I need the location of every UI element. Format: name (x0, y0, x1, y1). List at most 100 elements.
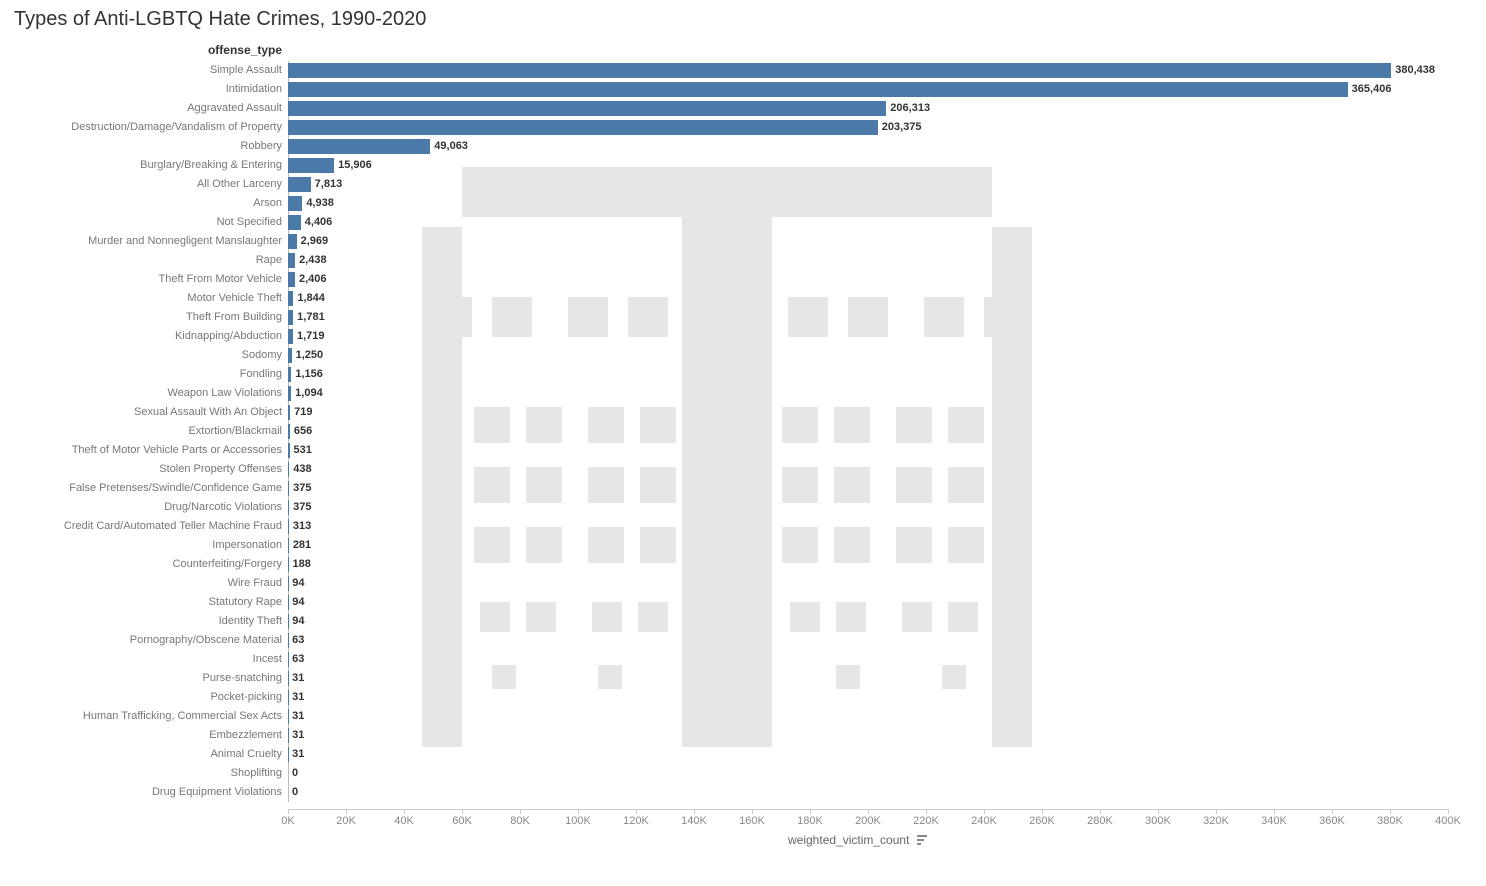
value-label: 206,313 (890, 99, 930, 118)
bar[interactable] (288, 139, 430, 154)
value-label: 2,406 (299, 270, 327, 289)
category-label: Human Trafficking, Commercial Sex Acts (12, 707, 288, 726)
bar[interactable] (288, 272, 295, 287)
value-label: 2,969 (301, 232, 329, 251)
bar[interactable] (288, 215, 301, 230)
bar[interactable] (288, 348, 292, 363)
category-label: Credit Card/Automated Teller Machine Fra… (12, 517, 288, 536)
x-tick-label: 260K (1029, 815, 1055, 827)
bar[interactable] (288, 310, 293, 325)
x-tick-label: 20K (336, 815, 356, 827)
category-label: Pocket-picking (12, 688, 288, 707)
y-axis-title: offense_type (12, 43, 282, 57)
bar[interactable] (288, 291, 293, 306)
category-label: Incest (12, 650, 288, 669)
value-label: 656 (294, 422, 312, 441)
x-tick-mark (1448, 809, 1449, 814)
x-axis-title: weighted_victim_count (788, 833, 929, 848)
category-label: Rape (12, 251, 288, 270)
x-tick-label: 320K (1203, 815, 1229, 827)
category-label: All Other Larceny (12, 175, 288, 194)
value-label: 1,781 (297, 308, 325, 327)
category-label: Weapon Law Violations (12, 384, 288, 403)
x-tick-label: 180K (797, 815, 823, 827)
x-tick-label: 240K (971, 815, 997, 827)
category-label: Wire Fraud (12, 574, 288, 593)
bar[interactable] (288, 386, 291, 401)
category-label: Aggravated Assault (12, 99, 288, 118)
category-label: False Pretenses/Swindle/Confidence Game (12, 479, 288, 498)
value-label: 94 (292, 574, 304, 593)
category-label: Stolen Property Offenses (12, 460, 288, 479)
value-label: 375 (293, 498, 311, 517)
bar[interactable] (288, 196, 302, 211)
category-label: Animal Cruelty (12, 745, 288, 764)
bar[interactable] (288, 481, 289, 496)
x-tick-label: 340K (1261, 815, 1287, 827)
category-label: Sexual Assault With An Object (12, 403, 288, 422)
bar[interactable] (288, 120, 878, 135)
bar[interactable] (288, 253, 295, 268)
x-tick-label: 280K (1087, 815, 1113, 827)
bar[interactable] (288, 519, 289, 534)
value-label: 281 (293, 536, 311, 555)
category-label: Impersonation (12, 536, 288, 555)
bar[interactable] (288, 63, 1391, 78)
page-root: Types of Anti-LGBTQ Hate Crimes, 1990-20… (0, 0, 1486, 886)
x-tick-label: 140K (681, 815, 707, 827)
sort-descending-icon (917, 834, 929, 848)
value-label: 4,406 (305, 213, 333, 232)
x-axis-line (288, 809, 1448, 810)
value-label: 531 (294, 441, 312, 460)
x-tick-label: 100K (565, 815, 591, 827)
bar[interactable] (288, 82, 1348, 97)
value-label: 438 (293, 460, 311, 479)
value-label: 31 (292, 726, 304, 745)
value-label: 1,250 (296, 346, 324, 365)
value-label: 31 (292, 745, 304, 764)
x-tick-label: 160K (739, 815, 765, 827)
value-label: 31 (292, 688, 304, 707)
bar[interactable] (288, 234, 297, 249)
value-label: 7,813 (315, 175, 343, 194)
x-tick-label: 60K (452, 815, 472, 827)
bar[interactable] (288, 177, 311, 192)
category-label: Kidnapping/Abduction (12, 327, 288, 346)
category-label: Extortion/Blackmail (12, 422, 288, 441)
bar[interactable] (288, 101, 886, 116)
value-label: 63 (292, 631, 304, 650)
category-label: Theft From Motor Vehicle (12, 270, 288, 289)
x-axis-title-text: weighted_victim_count (788, 833, 909, 847)
value-label: 1,156 (295, 365, 323, 384)
bar[interactable] (288, 557, 289, 572)
category-label: Intimidation (12, 80, 288, 99)
category-label: Counterfeiting/Forgery (12, 555, 288, 574)
bar[interactable] (288, 329, 293, 344)
bar[interactable] (288, 405, 290, 420)
x-tick-label: 380K (1377, 815, 1403, 827)
bar[interactable] (288, 462, 289, 477)
bar[interactable] (288, 424, 290, 439)
value-label: 1,844 (297, 289, 325, 308)
bar[interactable] (288, 443, 290, 458)
chart-title: Types of Anti-LGBTQ Hate Crimes, 1990-20… (14, 8, 1474, 31)
bar[interactable] (288, 158, 334, 173)
value-label: 94 (292, 593, 304, 612)
x-tick-label: 360K (1319, 815, 1345, 827)
bar[interactable] (288, 367, 291, 382)
value-label: 1,094 (295, 384, 323, 403)
bar[interactable] (288, 500, 289, 515)
chart-area: offense_type Simple Assault380,438Intimi… (12, 37, 1472, 857)
value-label: 188 (293, 555, 311, 574)
category-label: Sodomy (12, 346, 288, 365)
x-tick-label: 80K (510, 815, 530, 827)
value-label: 2,438 (299, 251, 327, 270)
x-tick-label: 400K (1435, 815, 1461, 827)
value-label: 719 (294, 403, 312, 422)
value-label: 380,438 (1395, 61, 1435, 80)
category-label: Theft From Building (12, 308, 288, 327)
x-tick-label: 120K (623, 815, 649, 827)
bar[interactable] (288, 538, 289, 553)
category-label: Drug/Narcotic Violations (12, 498, 288, 517)
value-label: 203,375 (882, 118, 922, 137)
